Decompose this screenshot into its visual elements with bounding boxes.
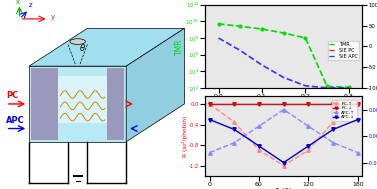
Ellipse shape xyxy=(70,39,86,44)
Polygon shape xyxy=(29,28,184,66)
Polygon shape xyxy=(107,68,124,140)
Text: z: z xyxy=(29,2,33,8)
X-axis label: Bias (V): Bias (V) xyxy=(269,101,299,109)
Polygon shape xyxy=(29,66,126,142)
Legend: PC-↑, PC-↓, APC-↑, APC-↓: PC-↑, PC-↓, APC-↑, APC-↓ xyxy=(332,100,357,121)
Y-axis label: R (a₀²/photon): R (a₀²/photon) xyxy=(182,115,188,157)
Polygon shape xyxy=(31,68,58,140)
Polygon shape xyxy=(126,28,184,142)
Y-axis label: TMR: TMR xyxy=(175,38,184,55)
Text: x: x xyxy=(15,0,20,5)
Text: PC: PC xyxy=(6,91,18,100)
Polygon shape xyxy=(58,76,107,123)
Legend: TMR, SIE PC, SIE APC: TMR, SIE PC, SIE APC xyxy=(328,40,360,60)
Text: APC: APC xyxy=(6,116,25,125)
Text: y: y xyxy=(51,14,55,20)
Text: $\theta$: $\theta$ xyxy=(79,42,86,53)
X-axis label: θ (°): θ (°) xyxy=(275,188,292,189)
